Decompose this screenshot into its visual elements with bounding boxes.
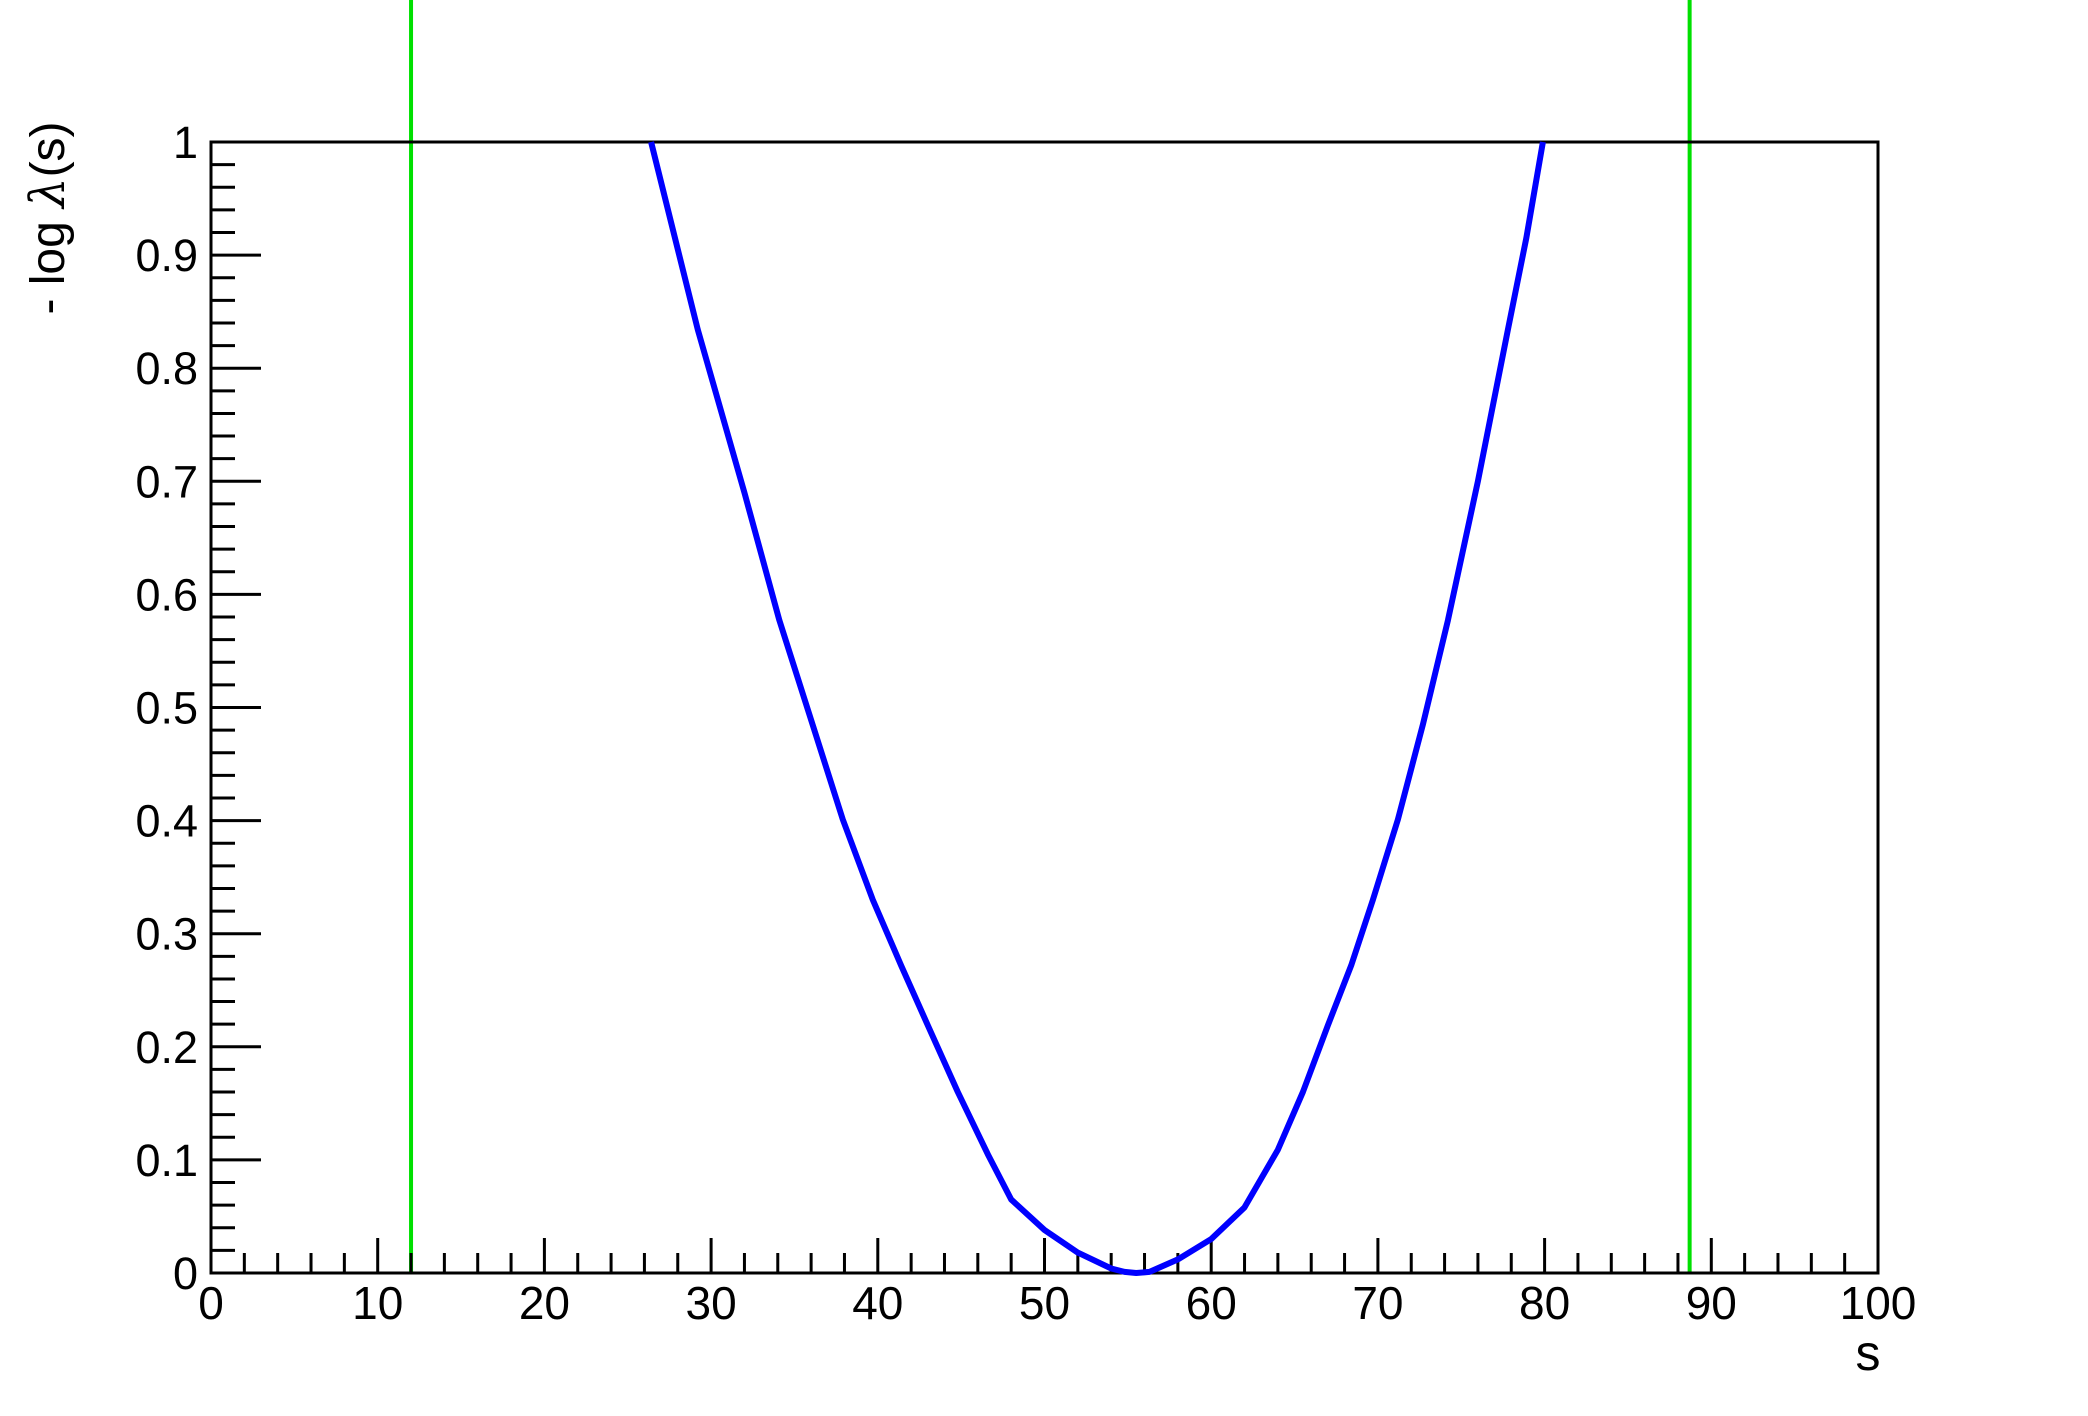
y-tick-label: 0.7 [135,456,198,507]
x-tick-label: 100 [1840,1277,1917,1329]
y-tick-label: 0.8 [135,343,198,394]
x-tick-label: 90 [1686,1277,1737,1329]
y-tick-label: 0.5 [135,683,198,734]
y-tick-label: 0.9 [135,230,198,281]
x-tick-label: 50 [1019,1277,1070,1329]
x-tick-label: 70 [1352,1277,1403,1329]
y-axis-title-suffix: (s) [22,121,75,177]
x-tick-label: 20 [519,1277,570,1329]
y-tick-label: 0 [173,1248,198,1299]
y-tick-label: 0.2 [135,1022,198,1073]
x-tick-label: 80 [1519,1277,1570,1329]
x-tick-label: 60 [1186,1277,1237,1329]
negative-log-profile-likelihood-curve [648,141,1546,1276]
y-tick-label: 0.4 [135,796,198,847]
y-tick-label: 0.6 [135,569,198,620]
x-tick-label: 30 [686,1277,737,1329]
y-axis-title: - log λ(s) [20,121,76,314]
x-tick-label: 10 [352,1277,403,1329]
lambda-symbol: λ [20,177,76,209]
axis-ticks [209,140,1880,1275]
y-tick-label: 0.3 [135,909,198,960]
x-tick-label: 40 [852,1277,903,1329]
y-tick-label: 1 [173,117,198,168]
y-axis-title-prefix: - log [22,208,75,315]
x-axis-title: s [1856,1325,1881,1381]
x-tick-label: 0 [198,1277,224,1329]
y-tick-label: 0.1 [135,1135,198,1186]
